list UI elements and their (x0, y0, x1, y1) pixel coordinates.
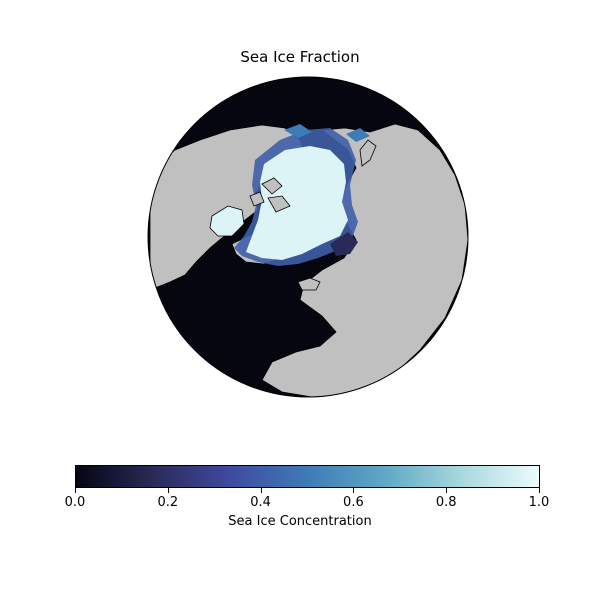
colorbar-tick (168, 488, 169, 493)
colorbar-tick-label: 0.2 (148, 495, 188, 510)
colorbar-tick-label: 0.0 (55, 495, 95, 510)
colorbar-tick-label: 0.6 (333, 495, 373, 510)
colorbar-tick (539, 488, 540, 493)
colorbar-label: Sea Ice Concentration (0, 514, 600, 529)
colorbar-tick (446, 488, 447, 493)
colorbar-tick (261, 488, 262, 493)
colorbar (75, 465, 540, 488)
colorbar-tick-label: 0.4 (241, 495, 281, 510)
colorbar-tick-label: 0.8 (426, 495, 466, 510)
colorbar-tick (353, 488, 354, 493)
colorbar-tick-label: 1.0 (519, 495, 559, 510)
colorbar-tick (75, 488, 76, 493)
